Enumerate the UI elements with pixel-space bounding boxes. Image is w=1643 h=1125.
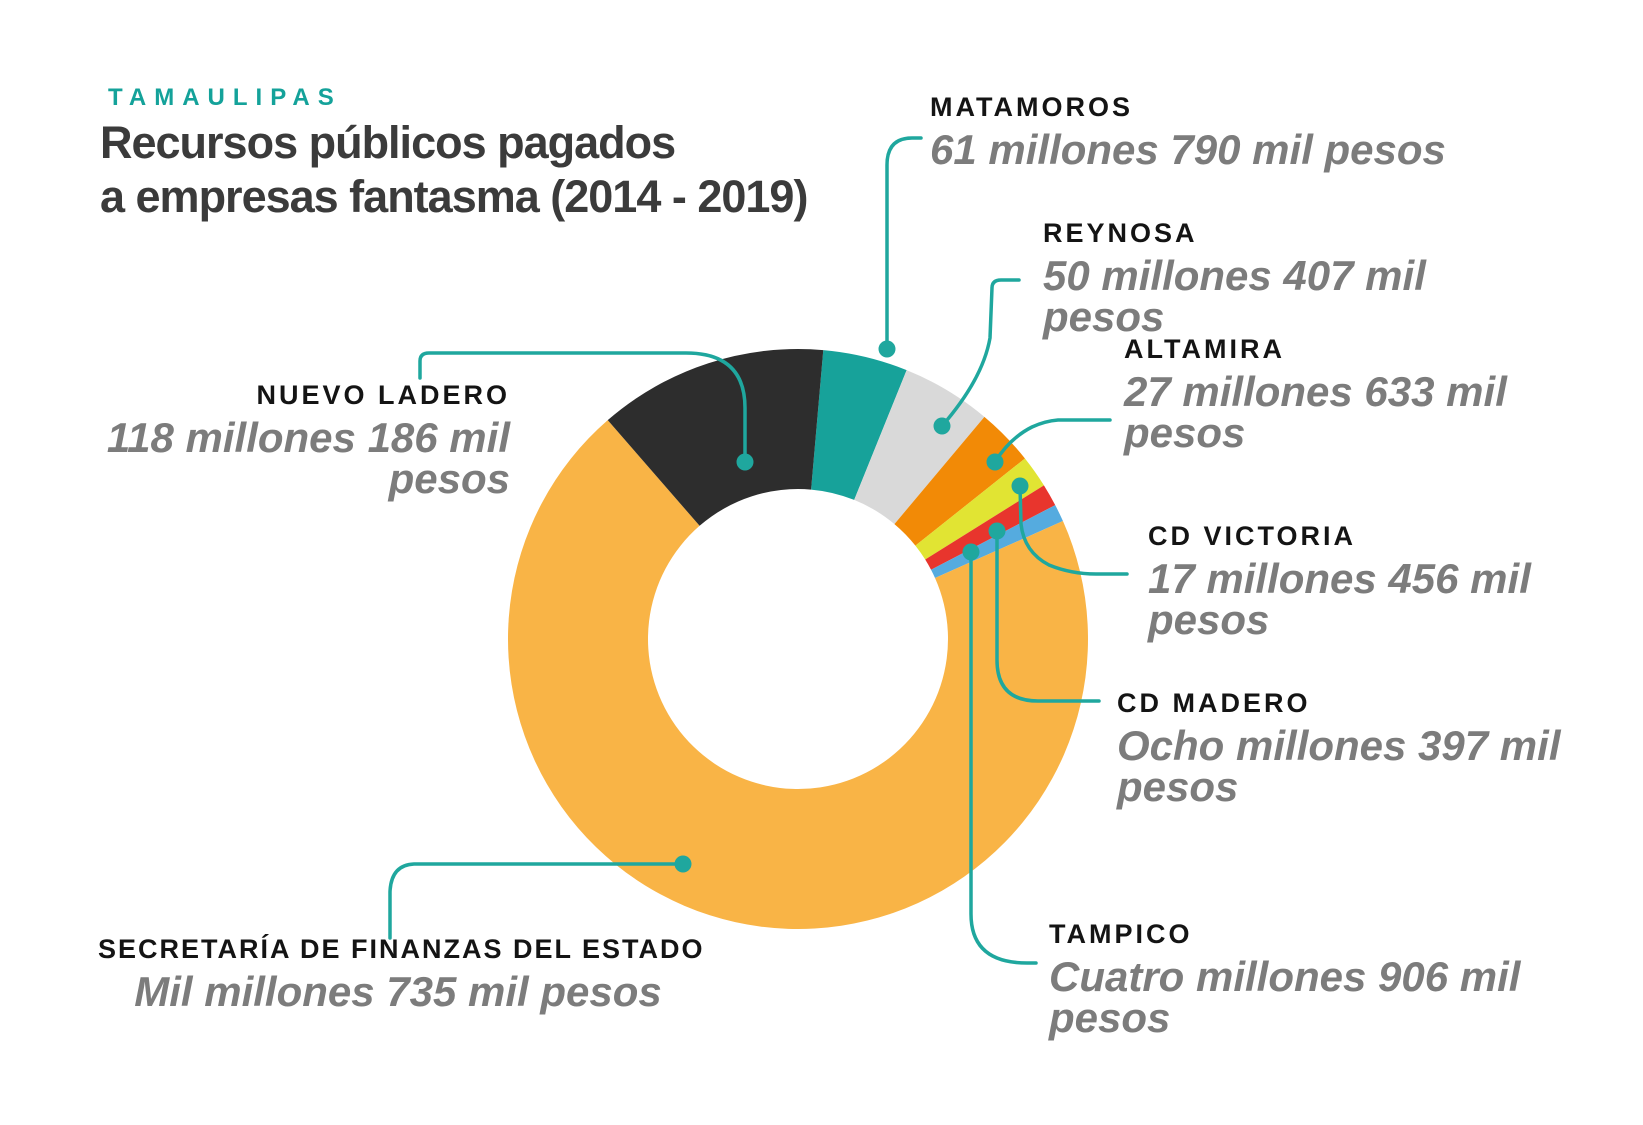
slice-cdvictoria [915, 458, 1044, 560]
callout-reynosa-value: 50 millones 407 mil pesos [1043, 252, 1426, 340]
slice-altamira [894, 416, 1025, 546]
callout-cd-victoria-value: 17 millones 456 mil pesos [1148, 555, 1531, 643]
chart-title: Recursos públicos pagados a empresas fan… [100, 116, 920, 224]
donut-slices [507, 348, 1088, 929]
callout-cd-madero-value: Ocho millones 397 mil pesos [1117, 722, 1561, 810]
dot-cdvictoria [1011, 477, 1029, 495]
chart-title-line2: a empresas fantasma (2014 - 2019) [100, 171, 808, 222]
slice-nuevoladero [607, 348, 824, 526]
callout-tampico-label: TAMPICO [1049, 919, 1193, 949]
callout-reynosa: REYNOSA 50 millones 407 mil pesos [1043, 218, 1443, 340]
callout-matamoros: MATAMOROS 61 millones 790 mil pesos [930, 92, 1510, 173]
callout-secretaria-value: Mil millones 735 mil pesos [134, 968, 662, 1015]
dot-cdmadero [988, 522, 1006, 540]
callout-secretaria: SECRETARÍA DE FINANZAS DEL ESTADO Mil mi… [98, 934, 705, 1015]
leader-tampico [969, 550, 1038, 965]
callout-nuevo-ladero-label: NUEVO LADERO [256, 380, 510, 410]
dot-secretaria [674, 855, 692, 873]
dot-nuevoladero [736, 453, 754, 471]
callout-cd-madero-label: CD MADERO [1117, 688, 1311, 718]
dot-altamira [986, 453, 1004, 471]
callout-tampico: TAMPICO Cuatro millones 906 mil pesos [1049, 919, 1539, 1041]
leader-cdmadero [995, 529, 1101, 703]
chart-title-line1: Recursos públicos pagados [100, 117, 676, 168]
dot-tampico [962, 543, 980, 561]
leader-dots [674, 340, 1029, 873]
callout-cd-victoria: CD VICTORIA 17 millones 456 mil pesos [1148, 521, 1568, 643]
callout-altamira-label: ALTAMIRA [1124, 334, 1285, 364]
callout-reynosa-label: REYNOSA [1043, 218, 1198, 248]
callout-tampico-value: Cuatro millones 906 mil pesos [1049, 953, 1521, 1041]
dot-reynosa [933, 417, 951, 435]
slice-matamoros [811, 350, 907, 500]
region-kicker: TAMAULIPAS [108, 84, 342, 111]
leader-nuevoladero [418, 351, 747, 464]
callout-cd-victoria-label: CD VICTORIA [1148, 521, 1357, 551]
dot-matamoros [878, 340, 896, 358]
callout-matamoros-label: MATAMOROS [930, 92, 1133, 122]
leader-lines [388, 136, 1129, 965]
callout-cd-madero: CD MADERO Ocho millones 397 mil pesos [1117, 688, 1572, 810]
slice-reynosa [854, 370, 985, 525]
leader-reynosa [940, 278, 1021, 428]
callout-altamira: ALTAMIRA 27 millones 633 mil pesos [1124, 334, 1544, 456]
callout-secretaria-label: SECRETARÍA DE FINANZAS DEL ESTADO [98, 934, 705, 964]
slice-secretaria [507, 420, 1088, 929]
callout-altamira-value: 27 millones 633 mil pesos [1124, 368, 1507, 456]
callout-nuevo-ladero: NUEVO LADERO 118 millones 186 mil pesos [80, 380, 510, 502]
leader-altamira [993, 418, 1112, 464]
leader-secretaria [388, 862, 685, 940]
callout-nuevo-ladero-value: 118 millones 186 mil pesos [106, 414, 510, 502]
callout-matamoros-value: 61 millones 790 mil pesos [930, 126, 1446, 173]
leader-matamoros [885, 136, 923, 351]
leader-cdvictoria [1018, 484, 1129, 576]
